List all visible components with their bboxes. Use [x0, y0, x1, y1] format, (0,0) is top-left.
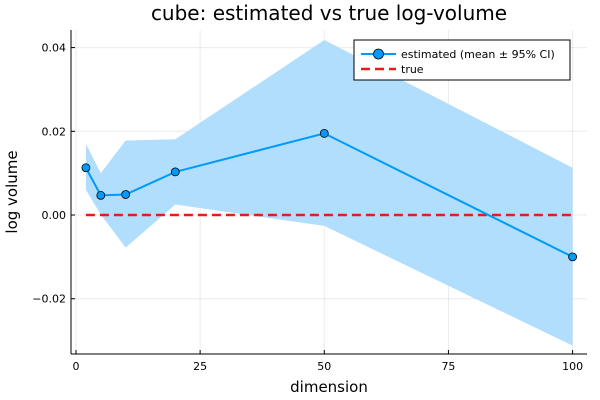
x-tick-label: 25: [193, 360, 207, 373]
x-tick-label: 75: [441, 360, 455, 373]
legend-estimated-label: estimated (mean ± 95% CI): [401, 48, 555, 61]
estimated-point: [81, 163, 91, 173]
y-tick-label: −0.02: [32, 293, 66, 306]
tick-labels: 0 25 50 75 100 −0.02 0.00 0.02 0.04: [32, 42, 583, 373]
series-lines-layer: [85, 132, 574, 258]
x-tick-label: 100: [562, 360, 583, 373]
legend-box: [353, 39, 571, 81]
y-axis-label: log volume: [3, 150, 21, 233]
x-tick-label: 0: [72, 360, 79, 373]
legend-true-label: true: [401, 63, 424, 76]
axes: [70, 30, 587, 355]
estimated-point: [319, 128, 329, 138]
estimated-point: [568, 252, 577, 262]
confidence-band: [85, 40, 573, 346]
y-tick-label: 0.02: [42, 125, 67, 138]
y-tick-label: 0.04: [42, 42, 67, 55]
markers-layer: [81, 128, 577, 262]
estimated-point: [121, 190, 131, 199]
legend: estimated (mean ± 95% CI) true: [353, 39, 571, 81]
estimated-point: [96, 190, 106, 200]
x-tick-label: 50: [317, 360, 331, 373]
y-tick-label: 0.00: [42, 209, 67, 222]
chart-title: cube: estimated vs true log-volume: [151, 1, 507, 25]
estimated-line: [85, 132, 574, 258]
legend-estimated-marker: [373, 48, 384, 60]
estimated-point: [170, 167, 180, 177]
confidence-band-layer: [85, 40, 573, 346]
x-axis-label: dimension: [290, 378, 368, 396]
